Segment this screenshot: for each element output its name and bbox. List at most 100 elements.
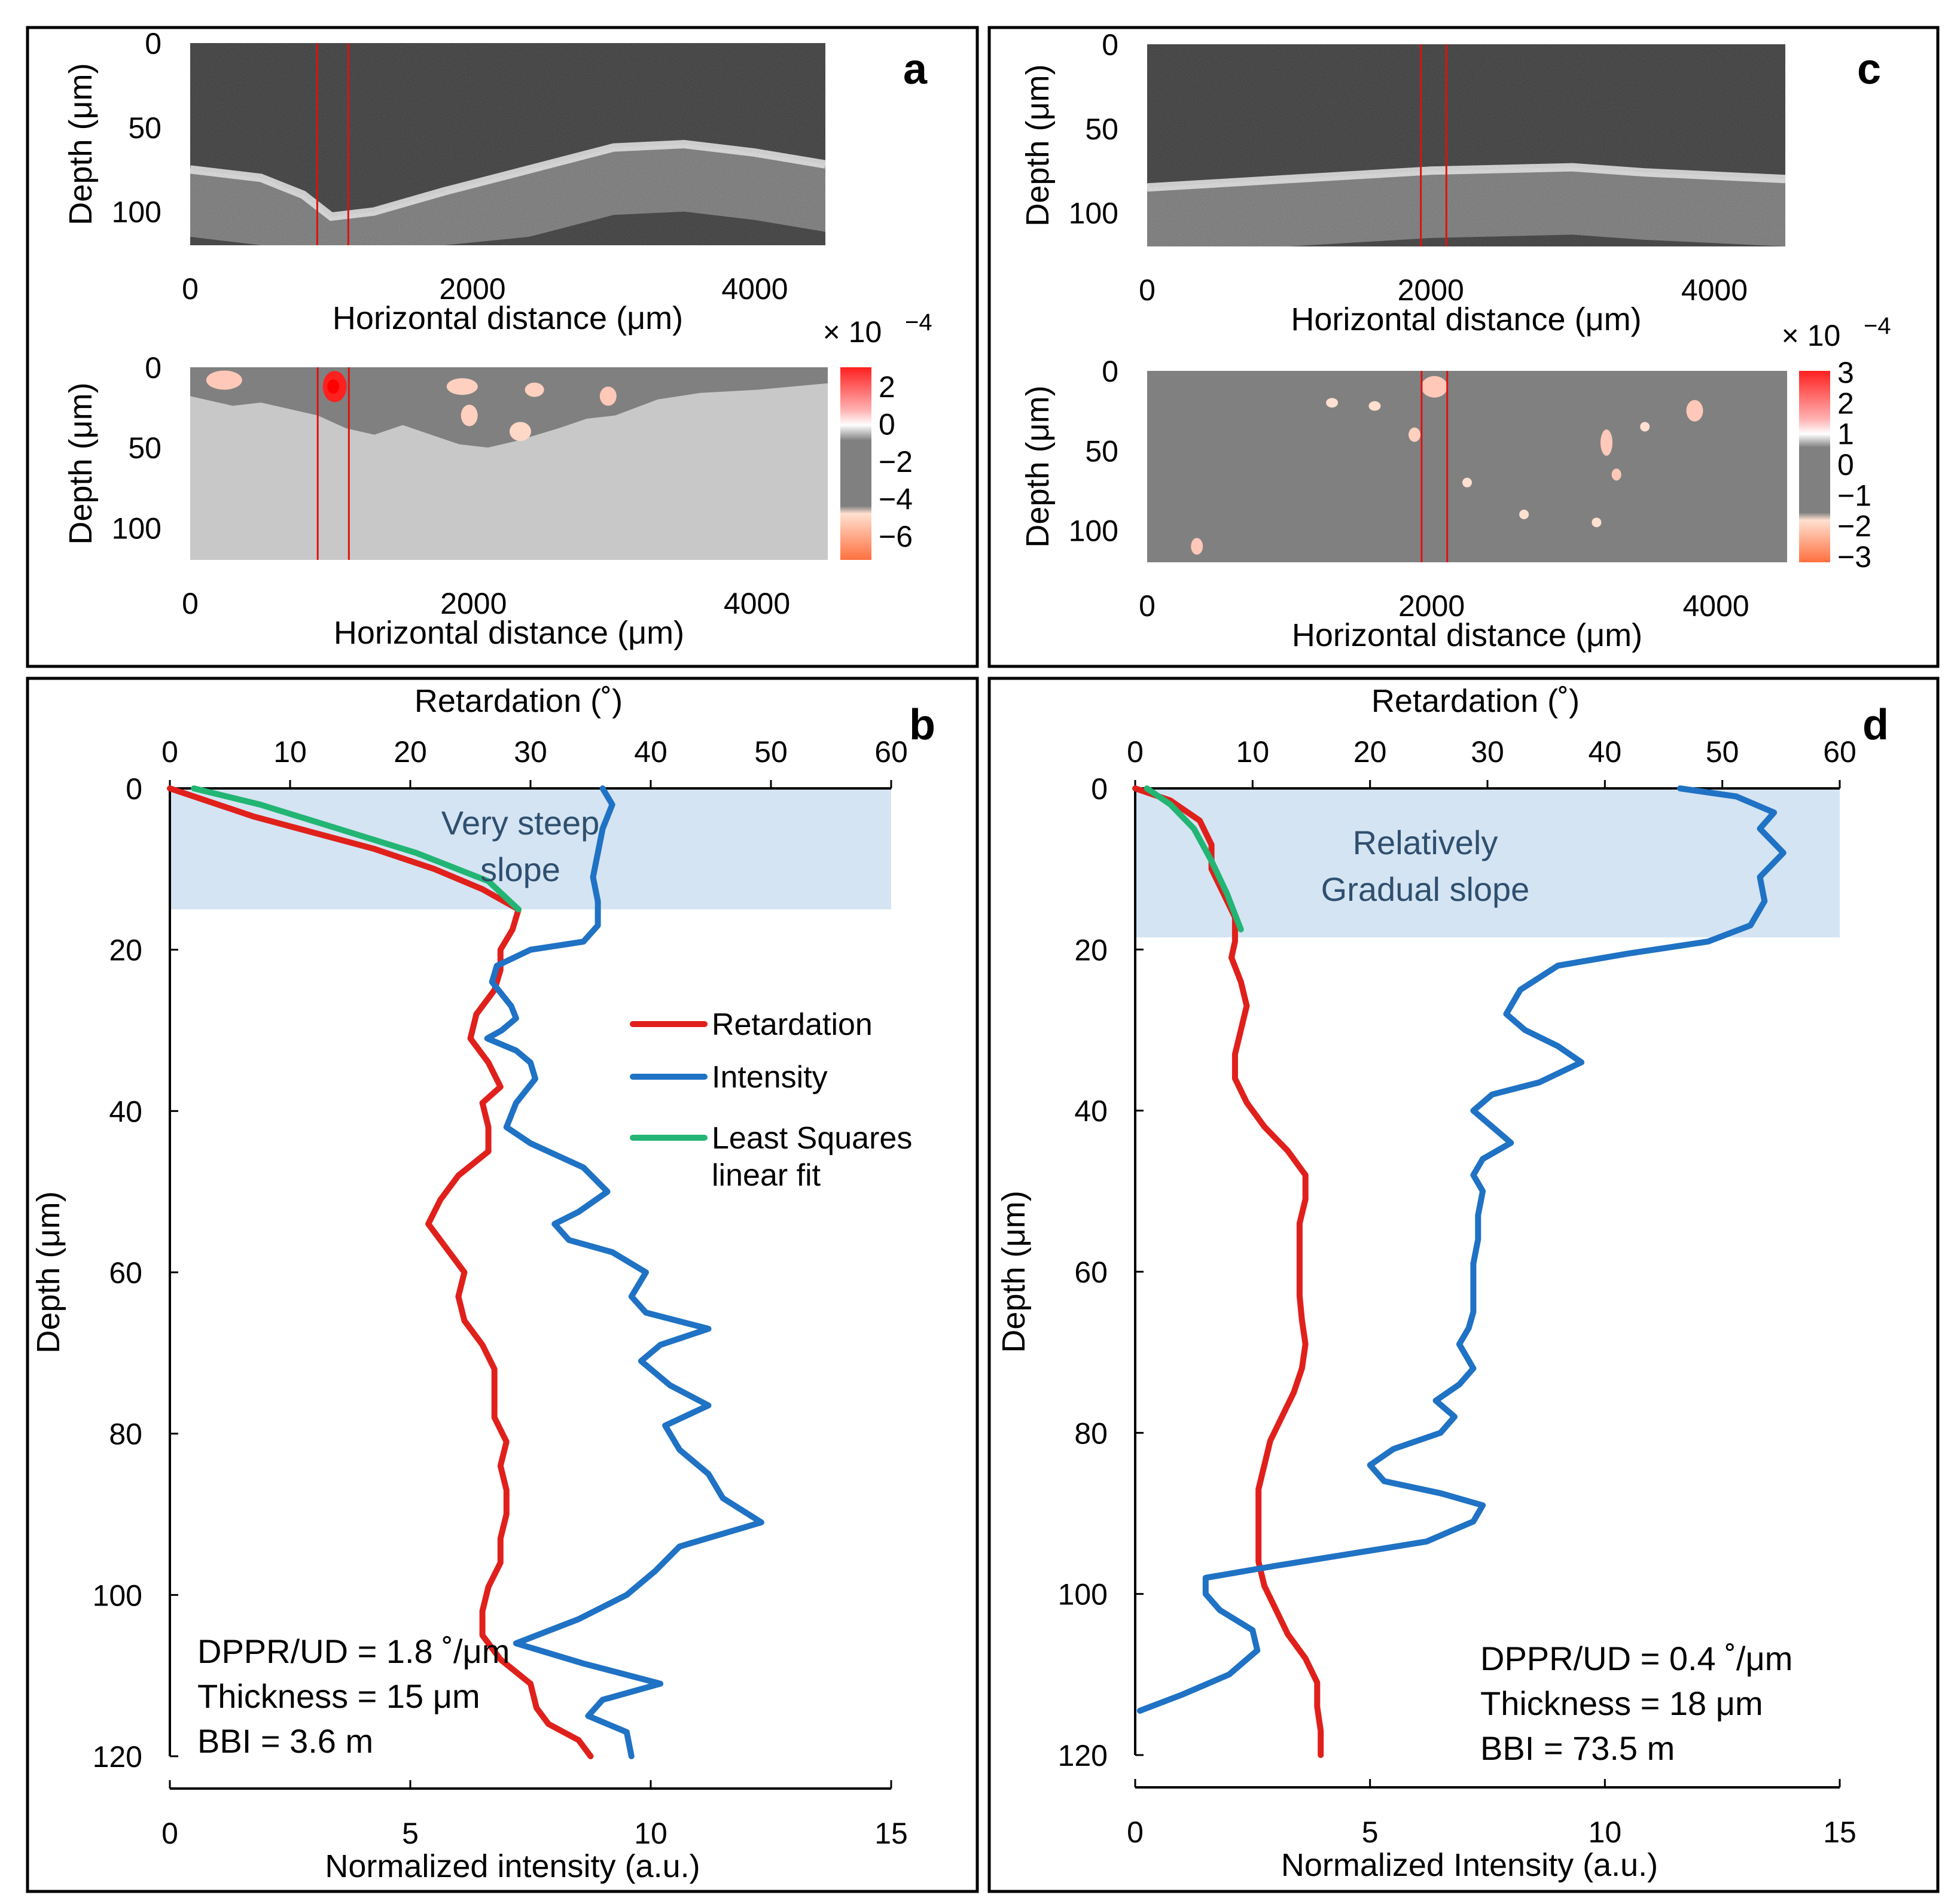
legend-intensity-label: Intensity bbox=[712, 1060, 828, 1095]
y-tick-label: 50 bbox=[128, 431, 161, 465]
top-tick-label: 20 bbox=[1353, 735, 1387, 769]
x-tick-label: 2000 bbox=[439, 272, 505, 306]
y-tick-label: 120 bbox=[93, 1740, 142, 1774]
y-tick-label: 50 bbox=[1085, 434, 1118, 468]
shaded-region bbox=[1135, 788, 1840, 938]
y-tick-label: 100 bbox=[1069, 514, 1118, 548]
legend-linear-fit-label-2: linear fit bbox=[712, 1158, 821, 1193]
y-tick-label: 0 bbox=[145, 351, 161, 385]
y-axis-label: Depth (μm) bbox=[31, 1191, 66, 1353]
intensity-line bbox=[1136, 785, 1787, 1714]
x-axis-label: Horizontal distance (μm) bbox=[333, 300, 683, 336]
y-tick-label: 120 bbox=[1058, 1739, 1108, 1772]
top-tick-label: 0 bbox=[161, 735, 178, 769]
colorbar bbox=[840, 367, 871, 560]
birefringence-spot bbox=[599, 386, 617, 406]
y-tick-label: 0 bbox=[126, 772, 142, 806]
x-tick-label: 2000 bbox=[1398, 273, 1464, 307]
x-tick-label: 0 bbox=[1139, 273, 1156, 307]
birefringence-spot bbox=[446, 378, 478, 395]
x-tick-label: 0 bbox=[182, 272, 199, 306]
y-tick-label: 80 bbox=[1074, 1416, 1108, 1450]
y-tick-label: 0 bbox=[145, 27, 161, 60]
colorbar-tick: −1 bbox=[1837, 479, 1871, 512]
panel-d-frame bbox=[987, 677, 1940, 1893]
birefringence-spot bbox=[1191, 538, 1203, 555]
bottom-tick-label: 10 bbox=[634, 1817, 667, 1850]
y-tick-label: 100 bbox=[1058, 1578, 1108, 1611]
colorbar-tick: −6 bbox=[879, 520, 913, 553]
stats-line: DPPR/UD = 1.8 ˚/μm bbox=[197, 1632, 510, 1670]
birefringence-spot bbox=[1421, 376, 1448, 398]
y-tick-label: 80 bbox=[109, 1418, 142, 1451]
y-tick-label: 0 bbox=[1102, 355, 1118, 388]
y-tick-label: 60 bbox=[109, 1256, 142, 1290]
bottom-x-axis-label: Normalized intensity (a.u.) bbox=[325, 1848, 700, 1884]
colorbar bbox=[1799, 371, 1830, 562]
bottom-tick-label: 5 bbox=[402, 1817, 419, 1850]
birefringence-spot bbox=[1462, 477, 1472, 488]
birefringence-spot bbox=[461, 404, 478, 427]
birefringence-spot bbox=[1611, 468, 1621, 481]
panel-b-frame bbox=[26, 677, 979, 1893]
top-tick-label: 10 bbox=[1236, 735, 1270, 769]
top-tick-label: 40 bbox=[1589, 735, 1622, 769]
bottom-tick-label: 15 bbox=[874, 1817, 908, 1850]
colorbar-exponent-label: × 10 bbox=[823, 315, 882, 349]
y-tick-label: 40 bbox=[1074, 1095, 1108, 1128]
colorbar-tick: 1 bbox=[1837, 418, 1854, 451]
slope-annotation-line1: Relatively bbox=[1353, 824, 1498, 861]
x-tick-label: 2000 bbox=[440, 587, 507, 620]
top-tick-label: 60 bbox=[1823, 735, 1856, 769]
birefringence-spot bbox=[1640, 422, 1650, 432]
top-tick-label: 50 bbox=[754, 735, 788, 769]
intensity-line bbox=[484, 785, 764, 1759]
linear-fit-line bbox=[1144, 785, 1244, 933]
colorbar-tick: 2 bbox=[879, 370, 895, 404]
y-axis-label: Depth (μm) bbox=[996, 1190, 1032, 1352]
legend-linear-fit-label: Least Squares bbox=[712, 1121, 912, 1156]
stats-line: Thickness = 18 μm bbox=[1480, 1684, 1763, 1722]
panel-b: 0 10 20 30 40 50 60 Retardation (˚) 0 5 10 15 Normal… bbox=[31, 683, 935, 1884]
bottom-tick-label: 5 bbox=[1362, 1815, 1379, 1849]
x-tick-label: 4000 bbox=[1682, 589, 1749, 623]
x-axis-label: Horizontal distance (μm) bbox=[1291, 301, 1641, 337]
top-tick-label: 0 bbox=[1127, 735, 1144, 769]
retardation-line bbox=[1132, 785, 1324, 1758]
panel-label: c bbox=[1857, 45, 1881, 93]
panel-d: 0 10 20 30 40 50 60 Retardation (˚) 0 5 10 15 Normal… bbox=[996, 683, 1889, 1883]
top-x-axis-label: Retardation (˚) bbox=[414, 683, 623, 719]
top-x-axis-label: Retardation (˚) bbox=[1371, 683, 1580, 719]
panel-label: b bbox=[909, 701, 935, 749]
stats-line: Thickness = 15 μm bbox=[197, 1677, 480, 1715]
x-tick-label: 0 bbox=[1139, 589, 1156, 623]
y-tick-label: 0 bbox=[1102, 28, 1118, 62]
y-tick-label: 50 bbox=[128, 111, 161, 145]
x-tick-label: 0 bbox=[182, 587, 199, 620]
top-tick-label: 20 bbox=[394, 735, 427, 769]
top-tick-label: 40 bbox=[634, 735, 667, 769]
linear-fit-line bbox=[191, 785, 522, 913]
legend-retardation-label: Retardation bbox=[712, 1007, 873, 1042]
y-tick-label: 100 bbox=[112, 196, 161, 229]
birefringence-spot bbox=[1600, 429, 1613, 456]
birefringence-spot bbox=[1592, 517, 1602, 528]
birefringence-spot bbox=[1368, 401, 1381, 411]
bottom-tick-label: 10 bbox=[1589, 1815, 1622, 1849]
y-tick-label: 50 bbox=[1085, 112, 1118, 146]
y-axis-label: Depth (μm) bbox=[63, 63, 99, 225]
colorbar-tick: −3 bbox=[1837, 540, 1871, 574]
retardation-line bbox=[167, 785, 594, 1759]
colorbar-exponent: −4 bbox=[1864, 313, 1891, 339]
stats-line: BBI = 3.6 m bbox=[197, 1722, 373, 1760]
y-tick-label: 40 bbox=[109, 1095, 142, 1128]
birefringence-spot bbox=[327, 379, 340, 394]
birefringence-spot bbox=[206, 370, 242, 390]
colorbar-tick: −2 bbox=[1837, 510, 1871, 543]
y-tick-label: 20 bbox=[109, 934, 142, 967]
y-tick-label: 60 bbox=[1074, 1256, 1108, 1289]
colorbar-tick: 0 bbox=[879, 408, 895, 441]
colorbar-tick: −2 bbox=[879, 445, 913, 479]
